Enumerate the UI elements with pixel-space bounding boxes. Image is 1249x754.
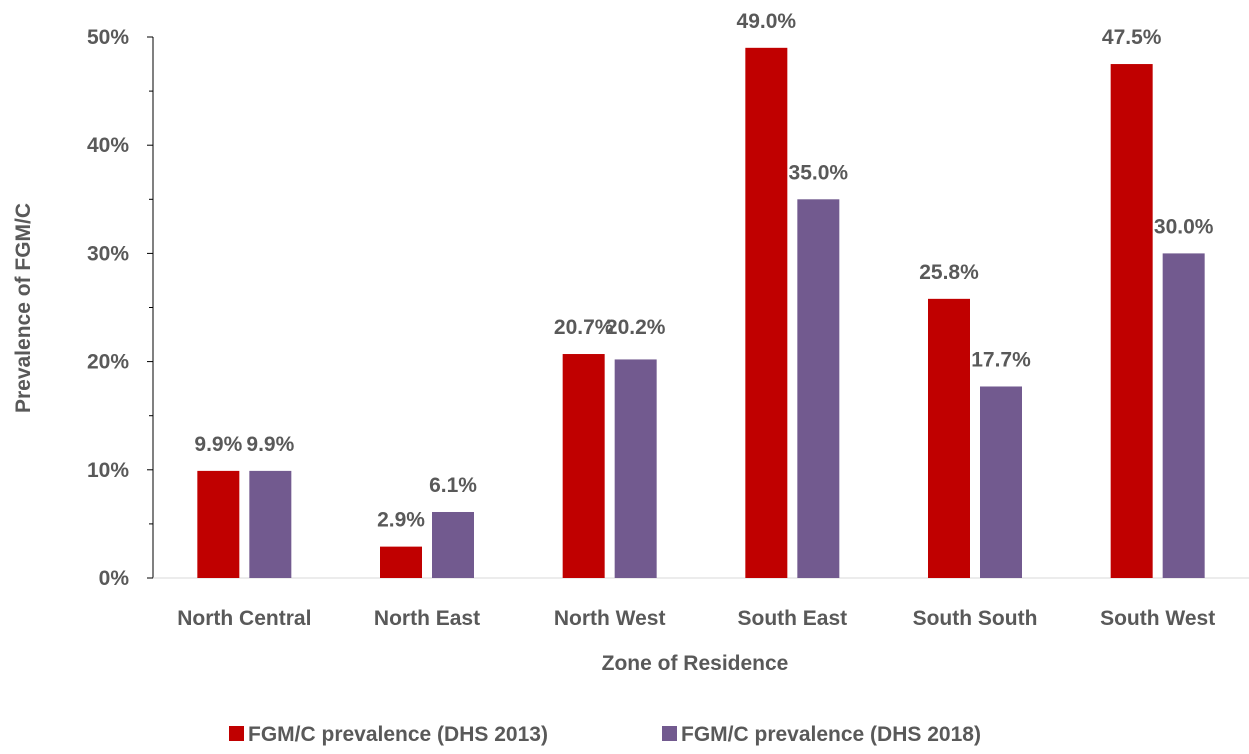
- data-label: 47.5%: [1102, 26, 1162, 49]
- bar-series-2: [980, 386, 1022, 578]
- y-axis: 0% 10% 20% 30% 40% 50%: [87, 26, 154, 590]
- y-tick-label: 40%: [87, 134, 129, 157]
- y-tick-label: 0%: [99, 567, 130, 590]
- x-category-label: South East: [737, 607, 847, 630]
- data-label: 25.8%: [919, 261, 979, 284]
- data-label: 9.9%: [246, 433, 294, 456]
- legend-label: FGM/C prevalence (DHS 2018): [681, 723, 981, 746]
- data-label: 6.1%: [429, 474, 477, 497]
- data-label: 9.9%: [194, 433, 242, 456]
- data-labels-group: 9.9% 2.9% 20.7% 49.0% 25.8% 47.5% 9.9% 6.1% 20.2…: [194, 10, 1213, 532]
- legend-swatch: [662, 726, 677, 741]
- bar-series-2: [1162, 253, 1205, 578]
- y-tick-label: 10%: [87, 459, 129, 482]
- bar-series-1: [928, 298, 970, 578]
- x-category-label: South South: [913, 607, 1038, 630]
- bar-series-1: [380, 546, 422, 578]
- bar-series-1: [197, 470, 240, 578]
- bar-series-1: [745, 47, 788, 578]
- data-label: 49.0%: [737, 10, 797, 33]
- bar-series-2: [432, 511, 474, 578]
- legend: FGM/C prevalence (DHS 2013) FGM/C prevale…: [229, 723, 981, 746]
- data-label: 35.0%: [789, 161, 849, 184]
- bar-series-2: [614, 359, 657, 578]
- bars-group: [197, 47, 1205, 579]
- bar-series-1: [1110, 64, 1153, 579]
- y-tick-label: 20%: [87, 351, 129, 374]
- bar-series-2: [249, 470, 292, 578]
- x-axis: North Central North East North West South E…: [153, 577, 1249, 630]
- data-label: 20.7%: [554, 316, 614, 339]
- x-axis-title: Zone of Residence: [602, 652, 789, 675]
- y-tick-label: 30%: [87, 242, 129, 265]
- y-axis-title: Prevalence of FGM/C: [12, 203, 35, 413]
- x-category-label: North West: [554, 607, 666, 630]
- data-label: 17.7%: [971, 348, 1031, 371]
- y-tick-label: 50%: [87, 26, 129, 49]
- x-category-label: North East: [374, 607, 480, 630]
- data-label: 20.2%: [606, 316, 666, 339]
- data-label: 2.9%: [377, 509, 425, 532]
- x-category-label: South West: [1100, 607, 1215, 630]
- legend-label: FGM/C prevalence (DHS 2013): [248, 723, 548, 746]
- legend-swatch: [229, 726, 244, 741]
- data-label: 30.0%: [1154, 215, 1214, 238]
- x-category-label: North Central: [177, 607, 311, 630]
- bar-series-1: [562, 354, 605, 578]
- bar-series-2: [797, 199, 840, 579]
